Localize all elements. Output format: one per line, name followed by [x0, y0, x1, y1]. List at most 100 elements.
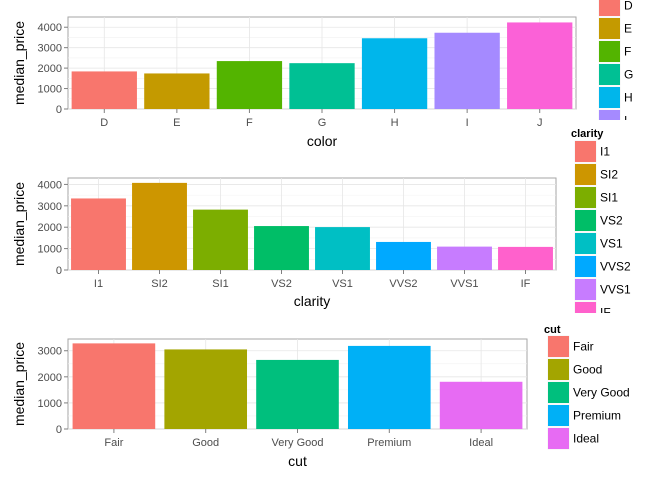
- bar-si2: [132, 182, 187, 270]
- bar-vs1: [315, 227, 370, 270]
- x-tick-label: SI1: [212, 278, 229, 290]
- legend-label: E: [624, 22, 632, 36]
- legend-label: F: [624, 45, 631, 59]
- bar-vs2: [254, 226, 309, 270]
- legend-label: VS1: [600, 237, 623, 251]
- legend-swatch-vs1: [575, 233, 596, 254]
- x-tick-label: IF: [521, 278, 531, 290]
- legend-swatch-vvs2: [575, 256, 596, 277]
- x-tick-label: E: [173, 117, 180, 129]
- legend-label: D: [624, 0, 633, 13]
- legend-swatch-h: [599, 87, 620, 108]
- bar-fair: [72, 343, 156, 429]
- legend-label: G: [624, 68, 633, 82]
- bar-vvs1: [437, 246, 492, 270]
- legend-title: cut: [544, 324, 561, 336]
- x-tick-label: G: [318, 117, 327, 129]
- chart-panel-cut: 0 1000 2000 3000 Fair Good Very Good Premium Ide…: [11, 324, 630, 469]
- bar-g: [289, 63, 355, 109]
- bar-good: [164, 349, 248, 429]
- y-tick-label: 0: [56, 424, 62, 436]
- x-axis-title: color: [307, 133, 338, 149]
- bar-if: [498, 246, 553, 270]
- y-tick-label: 1000: [38, 84, 62, 96]
- y-tick-label: 4000: [38, 22, 62, 34]
- x-tick-label: Very Good: [272, 437, 324, 449]
- legend-swatch-very-good: [548, 382, 569, 403]
- legend-swatch-f: [599, 41, 620, 62]
- x-tick-label: Fair: [104, 437, 123, 449]
- bar-vvs2: [376, 241, 431, 270]
- x-tick-label: I: [466, 117, 469, 129]
- bar-j: [507, 22, 573, 109]
- x-tick-label: VS2: [271, 278, 292, 290]
- y-tick-label: 4000: [38, 179, 62, 191]
- x-tick-label: Ideal: [469, 437, 493, 449]
- bar-i1: [71, 198, 126, 270]
- legend-label: VS2: [600, 214, 623, 228]
- x-tick-label: J: [537, 117, 543, 129]
- y-tick-label: 2000: [38, 63, 62, 75]
- x-tick-label: H: [391, 117, 399, 129]
- bar-si1: [193, 209, 248, 270]
- bar-very-good: [256, 359, 339, 429]
- legend-swatch-i1: [575, 141, 596, 162]
- y-tick-label: 2000: [38, 372, 62, 384]
- x-tick-label: F: [246, 117, 253, 129]
- x-tick-label: SI2: [151, 278, 168, 290]
- x-tick-label: VVS2: [389, 278, 417, 290]
- legend-label: VVS2: [600, 260, 631, 274]
- y-axis-title: median_price: [11, 342, 27, 426]
- x-tick-label: VS1: [332, 278, 353, 290]
- legend-label: SI1: [600, 191, 618, 205]
- legend-label: Fair: [573, 340, 594, 354]
- legend-label: SI2: [600, 168, 618, 182]
- y-tick-label: 0: [56, 104, 62, 116]
- bar-ideal: [439, 381, 523, 429]
- legend-swatch-vs2: [575, 210, 596, 231]
- y-axis-title: median_price: [11, 182, 27, 266]
- x-tick-label: Premium: [367, 437, 411, 449]
- bar-e: [144, 73, 210, 109]
- legend-swatch-si2: [575, 164, 596, 185]
- legend-swatch-premium: [548, 405, 569, 426]
- legend-label: IF: [600, 306, 611, 320]
- legend-clarity: clarity I1 SI2 SI1 VS2 VS1 VVS2 VVS1 IF: [571, 128, 631, 320]
- legend-swatch-i: [599, 110, 620, 120]
- y-tick-label: 1000: [38, 398, 62, 410]
- y-axis-title: median_price: [11, 21, 27, 105]
- legend-swatch-fair: [548, 336, 569, 357]
- legend-swatch-good: [548, 359, 569, 380]
- legend-label: VVS1: [600, 283, 631, 297]
- legend-label: H: [624, 91, 633, 105]
- y-tick-label: 0: [56, 265, 62, 277]
- legend-label: Premium: [573, 409, 621, 423]
- y-tick-label: 3000: [38, 43, 62, 55]
- x-tick-label: I1: [94, 278, 103, 290]
- y-tick-label: 1000: [38, 244, 62, 256]
- bar-h: [361, 38, 428, 109]
- legend-label: I1: [600, 145, 610, 159]
- x-axis-title: clarity: [294, 293, 331, 309]
- legend-swatch-vvs1: [575, 279, 596, 300]
- legend-title: clarity: [571, 128, 604, 140]
- chart-panel-clarity: 0 1000 2000 3000 4000 I1 SI2 SI1 VS2 VS1 VVS2 VVS1 I…: [11, 128, 631, 320]
- legend-swatch-d: [599, 0, 620, 16]
- legend-swatch-g: [599, 64, 620, 85]
- y-tick-label: 2000: [38, 222, 62, 234]
- legend-label: Good: [573, 363, 602, 377]
- legend-cut: cut Fair Good Very Good Premium Ideal: [544, 324, 630, 451]
- legend-label: Ideal: [573, 432, 599, 446]
- legend-swatch-si1: [575, 187, 596, 208]
- x-tick-label: VVS1: [450, 278, 478, 290]
- bar-i: [434, 32, 500, 110]
- legend-label: Very Good: [573, 386, 630, 400]
- bar-f: [216, 61, 283, 109]
- x-tick-label: D: [100, 117, 108, 129]
- y-tick-label: 3000: [38, 201, 62, 213]
- bar-premium: [347, 345, 431, 429]
- y-tick-label: 3000: [38, 346, 62, 358]
